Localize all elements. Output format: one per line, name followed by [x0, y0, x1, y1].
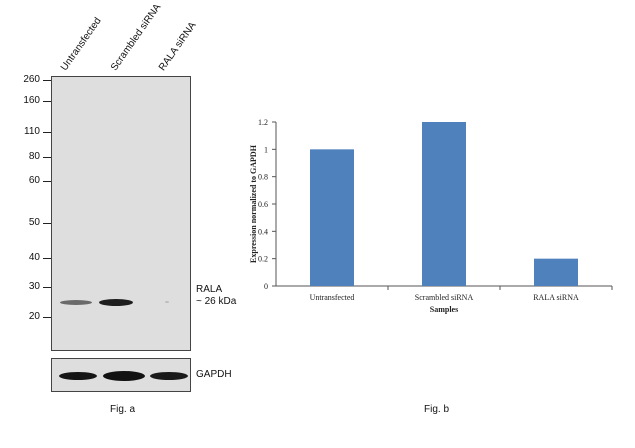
mw-tick-80 [43, 157, 51, 158]
y-tick-label-0: 0 [264, 282, 268, 291]
rala-band-rala-sirna [165, 301, 169, 303]
mw-marker-110: 110 [24, 126, 40, 137]
loading-control-label: GAPDH [196, 369, 232, 380]
gapdh-blot-membrane [51, 358, 191, 392]
y-tick-label-3: 0.6 [258, 200, 268, 209]
mw-marker-30: 30 [28, 281, 40, 292]
mw-tick-260 [43, 80, 51, 81]
mw-marker-160: 160 [23, 95, 40, 106]
mw-tick-30 [43, 287, 51, 288]
y-tick-label-1: 0.2 [258, 255, 268, 264]
fig-b-caption: Fig. b [424, 404, 450, 415]
bar-rala-sirna [534, 258, 578, 286]
y-tick-label-2: 0.4 [258, 227, 268, 236]
gapdh-band-scrambled-sirna [103, 371, 145, 381]
target-size-label: ~ 26 kDa [196, 296, 237, 307]
y-tick-label-6: 1.2 [258, 118, 268, 127]
target-protein-label: RALA [196, 284, 223, 295]
y-tick-label-5: 1 [264, 145, 268, 154]
mw-marker-50: 50 [28, 217, 40, 228]
mw-tick-160 [43, 101, 51, 102]
x-tick-label-0: Untransfected [310, 293, 355, 302]
x-tick-label-2: RALA siRNA [533, 293, 579, 302]
mw-marker-60: 60 [28, 175, 40, 186]
y-axis-title: Expression normalized to GAPDH [249, 144, 258, 263]
mw-tick-50 [43, 223, 51, 224]
gapdh-band-rala-sirna [150, 372, 188, 380]
fig-a-caption: Fig. a [110, 404, 136, 415]
mw-tick-60 [43, 181, 51, 182]
bar-scrambled-sirna [422, 122, 466, 286]
rala-band-untransfected [60, 300, 92, 305]
mw-tick-20 [43, 317, 51, 318]
mw-marker-40: 40 [28, 252, 40, 263]
rala-blot-membrane [51, 76, 191, 351]
bar-untransfected [310, 149, 354, 286]
mw-marker-20: 20 [28, 311, 40, 322]
mw-tick-40 [43, 258, 51, 259]
y-tick-label-4: 0.8 [258, 173, 268, 182]
rala-band-scrambled-sirna [99, 299, 133, 306]
mw-marker-80: 80 [28, 151, 40, 162]
x-tick-label-1: Scrambled siRNA [415, 293, 474, 302]
gapdh-band-untransfected [59, 372, 97, 380]
x-axis-title: Samples [430, 305, 458, 314]
mw-marker-260: 260 [23, 74, 40, 85]
mw-tick-110 [43, 132, 51, 133]
